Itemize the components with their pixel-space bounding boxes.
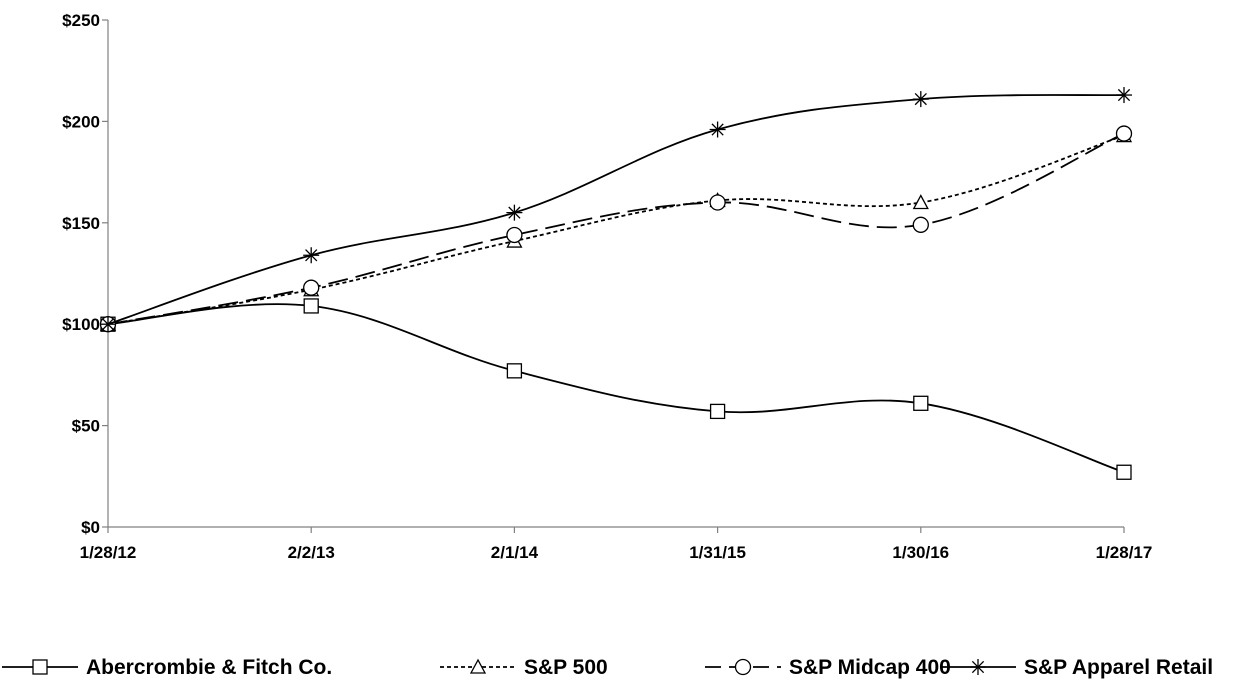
y-tick-label: $150 <box>62 214 100 233</box>
legend-marker-asterisk <box>970 659 986 675</box>
data-point-square <box>506 363 523 379</box>
y-axis-ticks: $0 $50 $100 $150 $200 $250 <box>62 11 108 537</box>
x-tick-label: 2/2/13 <box>288 543 335 562</box>
y-tick-label: $0 <box>81 518 100 537</box>
x-tick-label: 1/30/16 <box>892 543 949 562</box>
data-point-square <box>709 403 726 420</box>
data-point-asterisk <box>303 247 320 264</box>
series-line <box>107 134 1125 326</box>
legend-item: S&P Apparel Retail <box>940 656 1213 679</box>
legend-label: S&P Midcap 400 <box>789 656 951 679</box>
series-s-p-apparel-retail <box>100 87 1132 333</box>
data-point-circle <box>912 216 929 233</box>
data-point-square <box>1116 464 1132 480</box>
x-tick-label: 1/28/17 <box>1096 543 1153 562</box>
data-point-square <box>303 298 319 314</box>
data-point-asterisk <box>100 316 116 333</box>
legend-marker-triangle <box>469 658 487 674</box>
legend-item: S&P 500 <box>440 656 608 679</box>
data-point-circle <box>506 226 523 244</box>
data-point-circle <box>1115 125 1133 142</box>
y-tick-label: $100 <box>62 315 100 334</box>
x-tick-label: 2/1/14 <box>491 543 539 562</box>
data-point-asterisk <box>1116 87 1132 104</box>
series-line <box>107 303 1125 474</box>
series-abercrombie-fitch-co- <box>100 298 1132 480</box>
y-tick-label: $250 <box>62 11 100 30</box>
y-tick-label: $50 <box>72 417 100 436</box>
x-tick-label: 1/28/12 <box>80 543 137 562</box>
legend-item: Abercrombie & Fitch Co. <box>2 656 332 679</box>
data-point-triangle <box>912 194 929 210</box>
x-axis-ticks: 1/28/12 2/2/13 2/1/14 1/31/15 1/30/16 1/28/17 <box>80 527 1153 562</box>
x-tick-label: 1/31/15 <box>689 543 746 562</box>
axes <box>107 20 1124 528</box>
legend: Abercrombie & Fitch Co. S&P 500 S&P Midcap… <box>2 656 1213 679</box>
data-point-asterisk <box>709 121 726 138</box>
legend-label: Abercrombie & Fitch Co. <box>86 656 332 679</box>
y-tick-label: $200 <box>62 112 100 131</box>
series-line <box>107 132 1125 326</box>
series-line <box>107 94 1125 326</box>
legend-label: S&P Apparel Retail <box>1024 656 1213 679</box>
series-s-p-500 <box>99 127 1133 331</box>
legend-label: S&P 500 <box>524 656 608 679</box>
legend-marker-circle <box>734 658 752 676</box>
data-point-circle <box>709 194 726 211</box>
legend-item: S&P Midcap 400 <box>705 656 951 679</box>
data-point-circle <box>303 279 320 296</box>
data-point-asterisk <box>506 204 523 221</box>
legend-marker-square <box>32 659 48 675</box>
data-point-square <box>913 395 929 411</box>
data-point-asterisk <box>912 91 929 108</box>
series-layer <box>99 87 1133 480</box>
